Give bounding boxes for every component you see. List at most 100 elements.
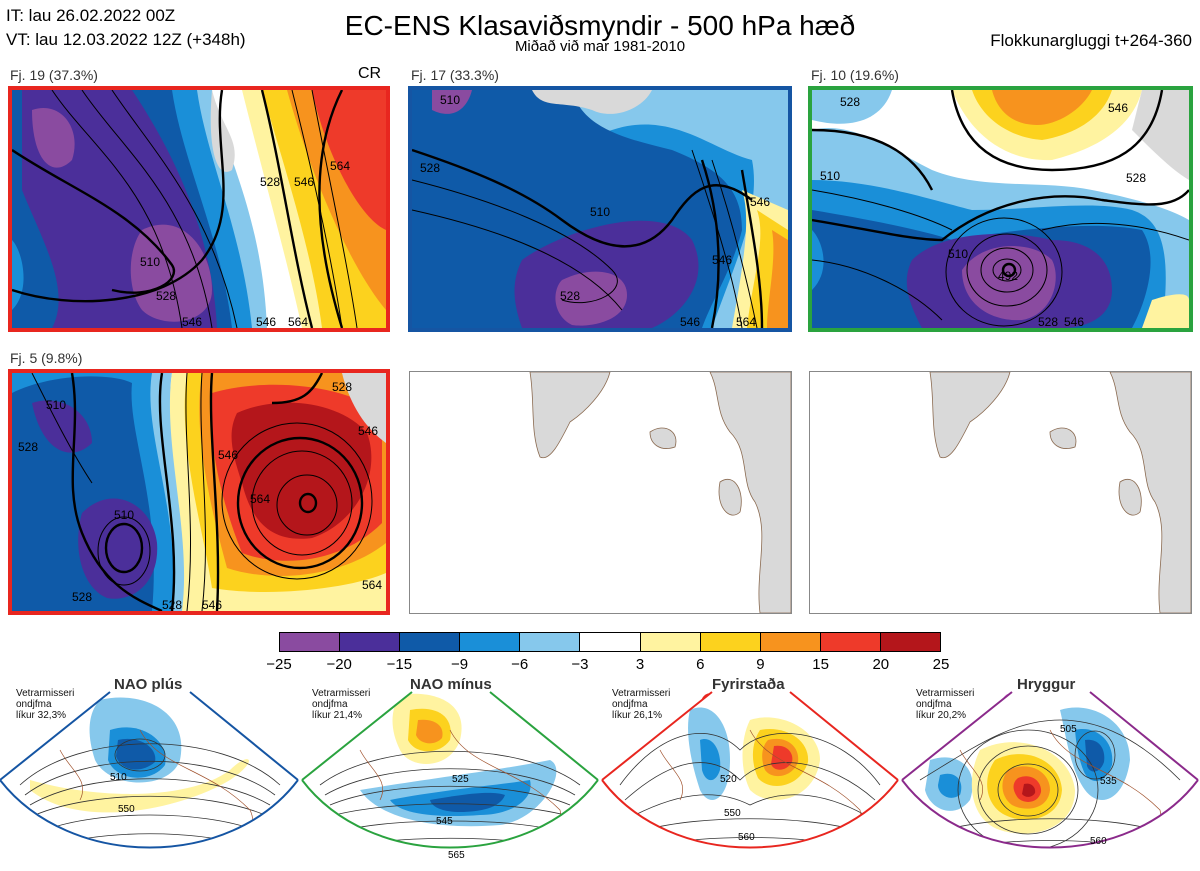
colorbar-tick-label: −9 — [450, 656, 469, 673]
regime-4-map: 505 535 560 — [901, 691, 1199, 849]
cluster-4-contour-label: 564 — [250, 492, 270, 506]
colorbar-cell — [280, 633, 340, 651]
cluster-4-label: Fj. 5 (9.8%) — [10, 350, 83, 366]
regime-2-info: Vetrarmisseri ondjfma líkur 21,4% — [312, 688, 370, 721]
cluster-2-contour-label: 546 — [712, 253, 732, 267]
empty-map-land — [410, 372, 791, 613]
cluster-2-contour-label: 510 — [440, 93, 460, 107]
empty-map-panel — [409, 371, 792, 614]
colorbar-tick-label: 9 — [756, 656, 765, 673]
regime-3-contour-label: 520 — [720, 774, 737, 785]
regime-info-line: líkur 20,2% — [916, 710, 967, 721]
regime-2-contour-label: 525 — [452, 774, 469, 785]
cluster-2-contour-label: 564 — [736, 315, 756, 328]
cluster-1-contour-label: 528 — [156, 289, 176, 303]
colorbar-tick-label: 15 — [812, 656, 829, 673]
cluster-3-contour-label: 546 — [1064, 315, 1084, 328]
cluster-3-contour-label: 510 — [820, 169, 840, 183]
colorbar-tick-label: −15 — [386, 656, 413, 673]
classification-window: Flokkunargluggi t+264-360 — [990, 31, 1192, 50]
cluster-3-contour-label: 528 — [1126, 171, 1146, 185]
colorbar-tick-label: 20 — [872, 656, 890, 673]
cluster-2-contour-label: 546 — [680, 315, 700, 328]
regime-info-line: ondjfma — [16, 699, 52, 710]
empty-map-panel — [809, 371, 1192, 614]
regime-info-line: ondjfma — [612, 699, 648, 710]
regime-info-line: líkur 21,4% — [312, 710, 363, 721]
cluster-4-contour-label: 510 — [46, 398, 66, 412]
regime-1-name: NAO plús — [114, 676, 183, 693]
colorbar-cell — [819, 633, 880, 651]
colorbar — [279, 632, 941, 652]
cluster-4-contour-label: 564 — [362, 578, 382, 592]
cluster-4-contour-label: 528 — [72, 590, 92, 604]
regime-2-map: 525 545 565 — [301, 691, 599, 861]
cluster-1-contour-label: 546 — [256, 315, 276, 328]
colorbar-cell — [639, 633, 700, 651]
colorbar-tick-label: 3 — [635, 656, 645, 673]
colorbar-cell — [879, 633, 941, 651]
regime-info-line: Vetrarmisseri — [916, 688, 975, 699]
cluster-3-contour-label: 546 — [1108, 101, 1128, 115]
cluster-2-contour-label: 510 — [590, 205, 610, 219]
cluster-4-contour-label: 546 — [218, 448, 238, 462]
regime-2-contour-label: 565 — [448, 850, 465, 861]
cluster-3-contour-label: 528 — [1038, 315, 1058, 328]
cluster-3-field: 510 528 492 510 528 546 528 546 — [812, 90, 1189, 328]
regime-4-contour-label: 535 — [1100, 776, 1117, 787]
colorbar-tick-label: 25 — [932, 656, 950, 673]
regime-info-line: Vetrarmisseri — [16, 688, 75, 699]
cluster-1-contour-label: 564 — [288, 315, 308, 328]
cluster-1-contour-label: 546 — [182, 315, 202, 328]
cluster-1-contour-label: 510 — [140, 255, 160, 269]
regime-info-line: líkur 32,3% — [16, 710, 67, 721]
cluster-1-contour-label: 564 — [330, 159, 350, 173]
regime-3-info: Vetrarmisseri ondjfma líkur 26,1% — [612, 688, 670, 721]
regime-2-name: NAO mínus — [410, 676, 492, 693]
cluster-2-field: 528 510 510 528 546 546 564 546 — [412, 90, 788, 328]
cluster-4-contour-label: 546 — [358, 424, 378, 438]
cluster-1-contour-label: 546 — [294, 175, 314, 189]
colorbar-tick-label: −25 — [266, 656, 292, 673]
cluster-1-tag: CR — [358, 65, 382, 82]
colorbar-cell — [399, 633, 460, 651]
cluster-1-label: Fj. 19 (37.3%) — [10, 67, 98, 83]
cluster-3-contour-label: 492 — [998, 269, 1018, 283]
regime-info-line: líkur 26,1% — [612, 710, 663, 721]
colorbar-cell — [519, 633, 580, 651]
regime-info-line: ondjfma — [312, 699, 348, 710]
colorbar-tick-label: −20 — [326, 656, 352, 673]
page-title: EC-ENS Klasaviðsmyndir - 500 hPa hæð — [344, 10, 856, 41]
regime-info-line: Vetrarmisseri — [612, 688, 671, 699]
colorbar-cell — [759, 633, 820, 651]
colorbar-tick-label: −3 — [571, 656, 589, 673]
cluster-4-contour-label: 510 — [114, 508, 134, 522]
regime-4-contour-label: 505 — [1060, 724, 1077, 735]
regime-1-contour-label: 550 — [118, 804, 135, 815]
cluster-3-map: 510 528 492 510 528 546 528 546 — [808, 86, 1193, 332]
cluster-2-label: Fj. 17 (33.3%) — [411, 67, 499, 83]
page-subtitle: Miðað við mar 1981-2010 — [514, 38, 686, 55]
colorbar-tick-label: 6 — [696, 656, 705, 673]
cluster-4-contour-label: 528 — [162, 598, 182, 611]
colorbar-cell — [579, 633, 640, 651]
cluster-1-contour-label: 528 — [260, 175, 280, 189]
cluster-3-label: Fj. 10 (19.6%) — [811, 67, 899, 83]
cluster-2-contour-label: 528 — [420, 161, 440, 175]
cluster-1-field: 510 528 528 546 546 546 564 564 — [12, 90, 386, 328]
regime-1-info: Vetrarmisseri ondjfma líkur 32,3% — [16, 688, 74, 721]
initial-time: IT: lau 26.02.2022 00Z — [6, 6, 176, 25]
cluster-3-contour-label: 510 — [948, 247, 968, 261]
cluster-4-map: 510 528 510 528 546 546 564 528 564 528 … — [8, 369, 390, 615]
cluster-4-field: 510 528 510 528 546 546 564 528 564 528 … — [12, 373, 386, 611]
cluster-4-contour-label: 528 — [18, 440, 38, 454]
regime-1-map: 510 550 — [0, 691, 299, 849]
empty-map-land — [810, 372, 1191, 613]
regime-4-contour-label: 560 — [1090, 836, 1107, 847]
cluster-3-contour-label: 528 — [840, 95, 860, 109]
colorbar-cell — [339, 633, 400, 651]
cluster-2-contour-label: 528 — [560, 289, 580, 303]
cluster-2-map: 528 510 510 528 546 546 564 546 — [408, 86, 792, 332]
regime-3-contour-label: 550 — [724, 808, 741, 819]
colorbar-cell — [459, 633, 520, 651]
